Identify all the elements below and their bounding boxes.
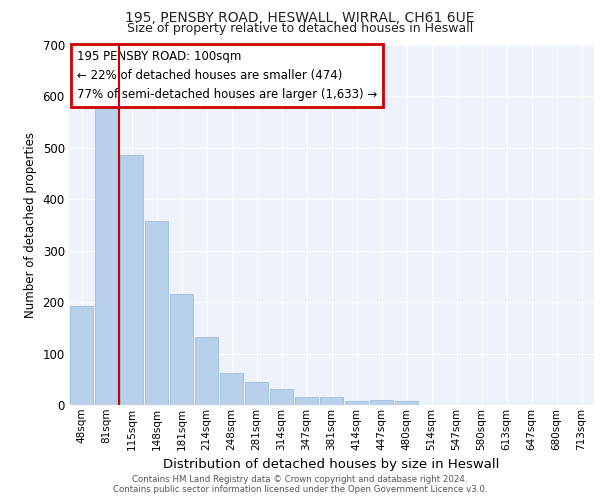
Bar xyxy=(395,402,418,405)
Bar xyxy=(170,294,193,405)
Bar xyxy=(245,382,268,405)
Bar xyxy=(370,400,393,405)
Bar xyxy=(70,306,93,405)
Bar xyxy=(320,398,343,405)
Bar xyxy=(95,106,118,405)
Y-axis label: Number of detached properties: Number of detached properties xyxy=(24,132,37,318)
Text: 195, PENSBY ROAD, HESWALL, WIRRAL, CH61 6UE: 195, PENSBY ROAD, HESWALL, WIRRAL, CH61 … xyxy=(125,11,475,25)
X-axis label: Distribution of detached houses by size in Heswall: Distribution of detached houses by size … xyxy=(163,458,500,471)
Bar xyxy=(270,389,293,405)
Text: Size of property relative to detached houses in Heswall: Size of property relative to detached ho… xyxy=(127,22,473,35)
Bar xyxy=(120,154,143,405)
Bar xyxy=(145,222,168,405)
Bar xyxy=(345,401,368,405)
Bar xyxy=(195,336,218,405)
Bar xyxy=(295,397,318,405)
Text: Contains HM Land Registry data © Crown copyright and database right 2024.
Contai: Contains HM Land Registry data © Crown c… xyxy=(113,474,487,494)
Text: 195 PENSBY ROAD: 100sqm
← 22% of detached houses are smaller (474)
77% of semi-d: 195 PENSBY ROAD: 100sqm ← 22% of detache… xyxy=(77,50,377,102)
Bar xyxy=(220,372,243,405)
